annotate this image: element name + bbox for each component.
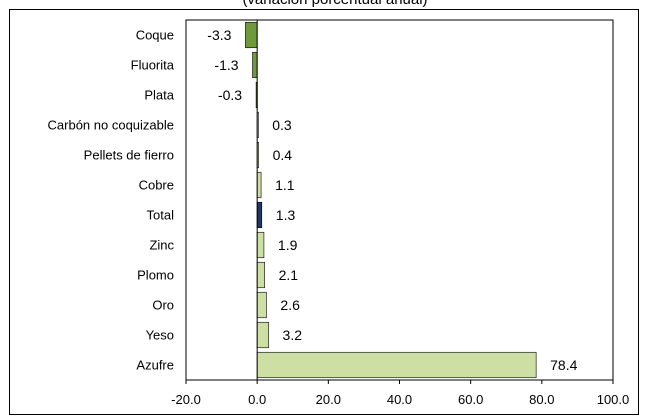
bar — [252, 51, 258, 79]
data-label: 1.1 — [275, 177, 295, 193]
x-tick-label: 20.0 — [316, 392, 341, 407]
bar — [256, 321, 269, 349]
category-label: Coque — [136, 28, 174, 43]
data-label: 0.3 — [272, 117, 292, 133]
category-label: Carbón no coquizable — [48, 118, 174, 133]
data-label: -3.3 — [207, 27, 231, 43]
x-tick-label: 100.0 — [597, 392, 630, 407]
data-label: 2.1 — [279, 267, 299, 283]
data-label: 0.4 — [273, 147, 293, 163]
category-label: Oro — [152, 298, 174, 313]
data-label: -0.3 — [218, 87, 242, 103]
x-tick-label: 40.0 — [387, 392, 412, 407]
bar — [256, 261, 265, 289]
category-label: Yeso — [146, 328, 174, 343]
category-label: Fluorita — [131, 58, 175, 73]
category-label: Cobre — [139, 178, 174, 193]
bar — [256, 171, 262, 199]
data-label: 1.3 — [276, 207, 296, 223]
category-label: Plata — [144, 88, 174, 103]
category-label: Plomo — [137, 268, 174, 283]
bar — [256, 291, 267, 319]
chart-frame — [9, 9, 639, 415]
data-label: -1.3 — [214, 57, 238, 73]
x-tick-label: -20.0 — [171, 392, 201, 407]
plot-area — [185, 19, 614, 381]
category-label: Pellets de fierro — [84, 148, 174, 163]
x-tick-label: 0.0 — [248, 392, 266, 407]
data-label: 3.2 — [283, 327, 303, 343]
x-tick-label: 60.0 — [458, 392, 483, 407]
data-label: 1.9 — [278, 237, 298, 253]
bar — [256, 201, 263, 229]
category-label: Zinc — [149, 238, 174, 253]
bar — [256, 231, 265, 259]
data-label: 78.4 — [550, 357, 577, 373]
x-tick-label: 80.0 — [529, 392, 554, 407]
data-label: 2.6 — [280, 297, 300, 313]
category-label: Azufre — [136, 358, 174, 373]
category-label: Total — [147, 208, 175, 223]
bar — [256, 351, 537, 379]
bar — [245, 21, 258, 49]
chart-title: (variación porcentual anual) — [242, 0, 427, 8]
